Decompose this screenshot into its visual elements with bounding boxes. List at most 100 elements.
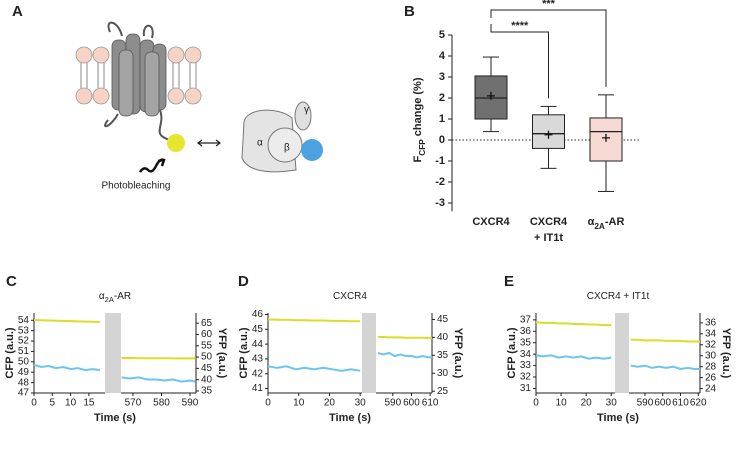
x-tick-label: 610 [422, 398, 439, 409]
y2-tick-label: 34 [705, 328, 717, 339]
panel-label: A [12, 3, 23, 20]
trace-line [267, 351, 432, 372]
x-tick-label: 620 [690, 398, 707, 409]
x-axis-label: Time (s) [597, 412, 639, 424]
x-tick-label: CXCR4 + IT1t [530, 216, 568, 244]
x-tick-label: 10 [556, 398, 568, 409]
y2-tick-label: 25 [437, 386, 449, 397]
y-tick-label: 50 [18, 356, 30, 367]
x-tick-label: 580 [153, 398, 170, 409]
x-tick-label: CXCR4 [472, 216, 510, 228]
panel-label: B [404, 3, 415, 20]
x-axis-label: Time (s) [94, 412, 136, 424]
y-tick-label: 41 [252, 383, 264, 394]
x-tick-label: 0 [265, 398, 271, 409]
mean-marker [487, 91, 495, 100]
x-tick-label: 0 [31, 398, 37, 409]
y2-axis-label: YFP (a.u.) [720, 328, 732, 379]
y-tick-label: 3 [439, 71, 445, 83]
y-tick-label: 4 [439, 50, 446, 62]
x-tick-label: 5 [50, 398, 56, 409]
y-tick-label: 45 [252, 324, 264, 335]
x-tick-label: 590 [384, 398, 401, 409]
x-tick-label: 600 [403, 398, 420, 409]
x-tick-label: 0 [533, 398, 539, 409]
diagram-caption: Photobleaching [102, 181, 171, 192]
y-tick-label: 37 [520, 314, 532, 325]
y-tick-label: 36 [520, 326, 532, 337]
y-axis-label: CFP (a.u.) [506, 327, 518, 378]
y2-tick-label: 28 [705, 361, 717, 372]
significance-bracket [490, 9, 607, 87]
x-tick-label: 590 [637, 398, 654, 409]
y2-tick-label: 30 [437, 368, 449, 379]
y-tick-label: 1 [439, 113, 445, 125]
y-tick-label: 43 [252, 354, 264, 365]
x-axis-label: Time (s) [329, 412, 371, 424]
x-tick-label: 600 [654, 398, 671, 409]
x-tick-label: 10 [65, 398, 77, 409]
y2-axis-label: YFP (a.u.) [452, 328, 464, 379]
significance-label: **** [511, 20, 529, 32]
trace-line [535, 321, 700, 343]
y-tick-label: 31 [520, 383, 532, 394]
y2-tick-label: 30 [705, 350, 717, 361]
x-tick-label: 20 [581, 398, 593, 409]
y-tick-label: 42 [252, 368, 264, 379]
significance-bracket [490, 24, 549, 99]
y-tick-label: 44 [252, 339, 264, 350]
trace-line [33, 319, 196, 360]
x-tick-label: 15 [83, 398, 95, 409]
y-tick-label: 48 [18, 377, 30, 388]
y-tick-label: 54 [18, 315, 30, 326]
y2-tick-label: 35 [437, 350, 449, 361]
diagram-label: α [257, 138, 263, 149]
x-tick-label: 610 [672, 398, 689, 409]
x-tick-label: 30 [606, 398, 618, 409]
panel-label: D [238, 273, 249, 290]
y2-tick-label: 40 [201, 374, 213, 385]
y2-tick-label: 45 [437, 314, 449, 325]
significance-label: *** [542, 0, 556, 10]
x-tick-label: 20 [324, 398, 336, 409]
y-tick-label: 46 [252, 309, 264, 320]
y-axis-label: CFP (a.u.) [238, 327, 250, 378]
y2-tick-label: 45 [201, 363, 213, 374]
y-tick-label: 5 [439, 29, 445, 41]
y-tick-label: 53 [18, 325, 30, 336]
y-tick-label: -1 [435, 155, 445, 167]
x-tick-label: 570 [125, 398, 142, 409]
y-tick-label: 35 [520, 337, 532, 348]
y-tick-label: 32 [520, 372, 532, 383]
y2-tick-label: 55 [201, 340, 213, 351]
trace-line [535, 354, 700, 371]
panel-label: C [6, 273, 17, 290]
chart-title: α2A-AR [99, 291, 131, 305]
y2-tick-label: 65 [201, 318, 213, 329]
y2-axis-label: YFP (a.u.) [216, 328, 228, 379]
y2-tick-label: 40 [437, 332, 449, 343]
chart-title: CXCR4 [333, 291, 367, 302]
y-tick-label: 33 [520, 360, 532, 371]
y2-tick-label: 26 [705, 372, 717, 383]
x-tick-label: α2A-AR [588, 216, 625, 231]
y-tick-label: 2 [439, 92, 445, 104]
y2-tick-label: 60 [201, 329, 213, 340]
y2-tick-label: 35 [201, 386, 213, 397]
x-tick-label: 30 [355, 398, 367, 409]
y-tick-label: 51 [18, 346, 30, 357]
y-axis-label: CFP (a.u.) [4, 327, 16, 378]
y-tick-label: 34 [520, 349, 532, 360]
y2-tick-label: 50 [201, 352, 213, 363]
mean-marker [544, 130, 553, 139]
x-tick-label: 10 [293, 398, 305, 409]
chart-title: CXCR4 + IT1t [587, 291, 650, 302]
panel-label: E [504, 273, 514, 290]
axis-break [362, 313, 376, 393]
y-tick-label: 0 [439, 134, 445, 146]
trace-line [33, 363, 196, 383]
y2-tick-label: 36 [705, 318, 717, 329]
y-tick-label: -3 [435, 197, 445, 209]
panel-a-diagram: α β γ Photobleaching [75, 21, 323, 192]
